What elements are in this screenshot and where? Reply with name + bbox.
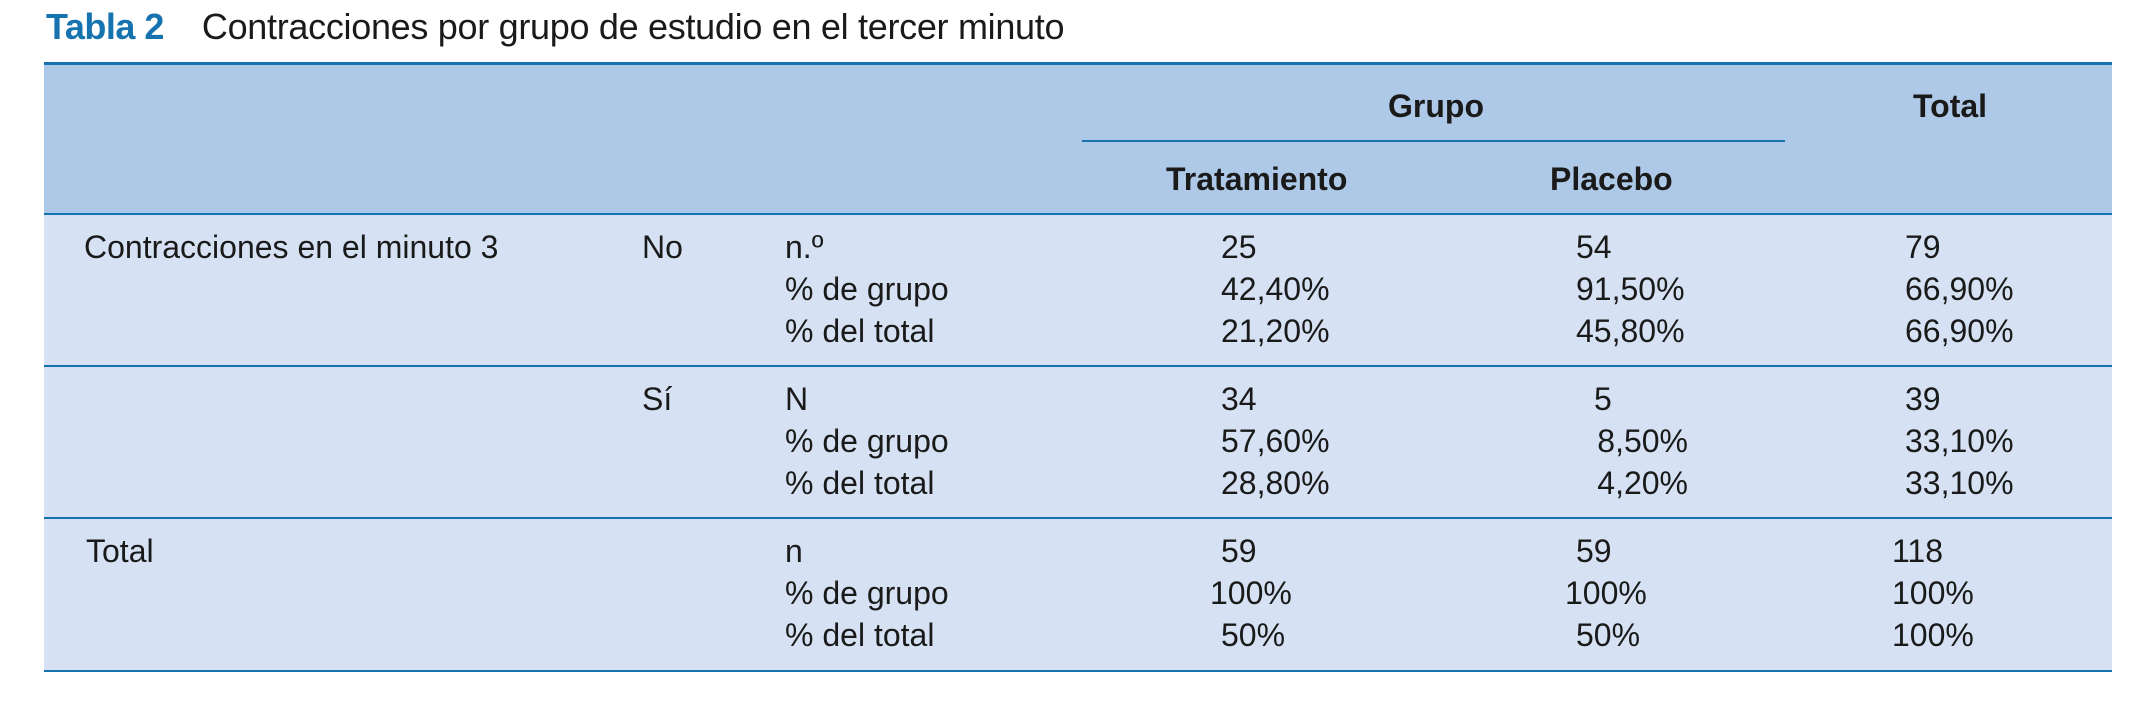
treatment-values: 25 42,40% 21,20%: [1221, 226, 1330, 352]
treatment-values: 34 57,60% 28,80%: [1221, 378, 1330, 504]
header-placebo: Placebo: [1550, 161, 1673, 197]
table-cell: 28,80%: [1221, 465, 1330, 501]
total-values: 39 33,10% 33,10%: [1905, 378, 2014, 504]
stat-label: % del total: [785, 313, 935, 349]
table-cell: 100%: [1565, 575, 1647, 611]
table-cell: 33,10%: [1905, 465, 2014, 501]
table-cell: 50%: [1576, 617, 1641, 653]
table-cell: 57,60%: [1221, 423, 1330, 459]
stat-label: N: [785, 381, 809, 417]
table-cell: 50%: [1221, 617, 1286, 653]
table-cell: 59: [1576, 533, 1612, 569]
table-caption: Tabla 2 Contracciones por grupo de estud…: [46, 6, 1065, 54]
header-group: Grupo: [1388, 88, 1484, 124]
table-cell: 66,90%: [1905, 313, 2014, 349]
header-bottom-rule: [44, 213, 2112, 215]
table-bottom-rule: [44, 670, 2112, 672]
placebo-values: 5 8,50% 4,20%: [1576, 378, 1688, 504]
table-body: [44, 215, 2112, 671]
stat-label: % del total: [785, 465, 935, 501]
placebo-values: 59 100% 50%: [1565, 530, 1647, 656]
table-cell: 118: [1892, 533, 1944, 569]
stat-label: % de grupo: [785, 575, 949, 611]
stat-label: n.º: [785, 229, 824, 265]
header-treatment: Tratamiento: [1166, 161, 1348, 197]
table-cell: 59: [1221, 533, 1257, 569]
table-cell: 45,80%: [1576, 313, 1685, 349]
table-cell: 33,10%: [1905, 423, 2014, 459]
table-cell: 54: [1576, 229, 1612, 265]
table-cell: 100%: [1892, 617, 1974, 653]
stat-label: % del total: [785, 617, 935, 653]
row-label: Contracciones en el minuto 3: [84, 229, 499, 265]
table-cell: 21,20%: [1221, 313, 1330, 349]
sub-label-no: No: [642, 229, 683, 265]
stat-label: % de grupo: [785, 271, 949, 307]
row-divider-1: [44, 365, 2112, 367]
total-values: 118 100% 100%: [1892, 530, 1974, 656]
treatment-values: 59 100% 50%: [1210, 530, 1292, 656]
total-values: 79 66,90% 66,90%: [1905, 226, 2014, 352]
top-rule: [44, 62, 2112, 65]
table-cell: 8,50%: [1597, 423, 1688, 459]
table-cell: 66,90%: [1905, 271, 2014, 307]
table-cell: 39: [1905, 381, 1941, 417]
row-divider-2: [44, 517, 2112, 519]
table-cell: 100%: [1892, 575, 1974, 611]
stat-labels: N % de grupo % del total: [785, 378, 949, 504]
table-header: [44, 65, 2112, 213]
placebo-values: 54 91,50% 45,80%: [1576, 226, 1685, 352]
stat-labels: n % de grupo % del total: [785, 530, 949, 656]
row-label-total: Total: [86, 533, 154, 569]
header-total: Total: [1913, 88, 1988, 124]
stat-labels: n.º % de grupo % del total: [785, 226, 949, 352]
table-cell: 79: [1905, 229, 1941, 265]
table-cell: 91,50%: [1576, 271, 1685, 307]
stat-label: n: [785, 533, 803, 569]
stat-label: % de grupo: [785, 423, 949, 459]
table-cell: 4,20%: [1597, 465, 1688, 501]
sub-label-si: Sí: [642, 381, 673, 417]
table-cell: 34: [1221, 381, 1257, 417]
table-title: Contracciones por grupo de estudio en el…: [201, 6, 1065, 47]
table-cell: 25: [1221, 229, 1257, 265]
table-cell: 100%: [1210, 575, 1292, 611]
table-cell: 5: [1594, 381, 1612, 417]
group-underline: [1082, 140, 1785, 142]
table-cell: 42,40%: [1221, 271, 1330, 307]
table-number: Tabla 2: [46, 6, 164, 47]
